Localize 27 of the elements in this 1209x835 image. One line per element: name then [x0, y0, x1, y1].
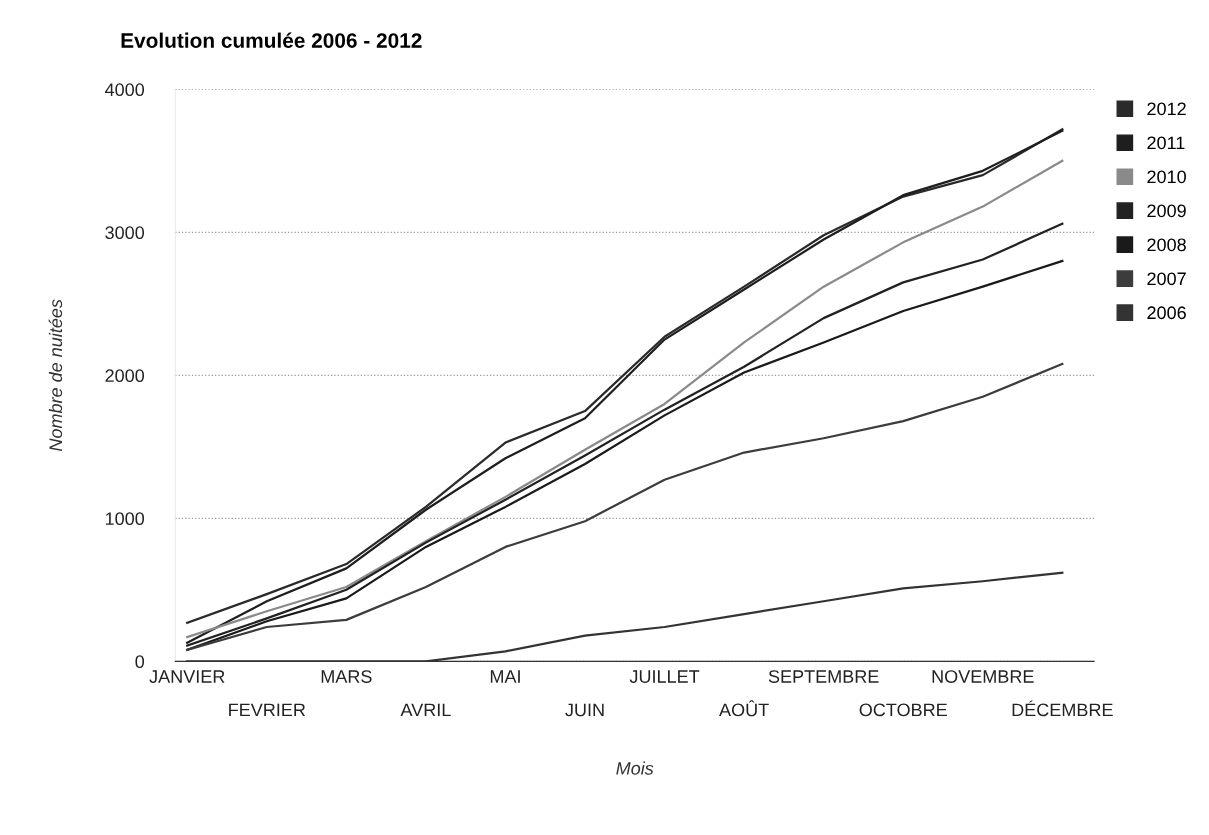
y-axis-title: Nombre de nuitées: [48, 299, 63, 452]
legend-label: 2012: [1147, 102, 1186, 116]
legend-label: 2009: [1147, 204, 1186, 218]
y-tick-label: 4000: [105, 83, 145, 97]
x-tick-label: SEPTEMBRE: [768, 670, 879, 683]
chart-title: Evolution cumulée 2006 - 2012: [121, 32, 422, 48]
legend-label: 2010: [1147, 170, 1186, 184]
x-tick-label: FEVRIER: [229, 703, 306, 717]
y-tick-label: 1000: [105, 512, 145, 526]
x-tick-label: AOÛT: [719, 700, 769, 717]
x-tick-label: NOVEMBRE: [932, 670, 1034, 683]
x-tick-label: AVRIL: [400, 703, 451, 717]
x-axis-title: Mois: [616, 761, 654, 775]
y-tick-label: 0: [135, 655, 145, 669]
y-tick-label: 2000: [105, 369, 145, 383]
x-tick-label: MARS: [321, 670, 372, 683]
legend-label: 2011: [1147, 136, 1185, 150]
y-tick-label: 3000: [105, 226, 145, 240]
legend-label: 2007: [1147, 272, 1186, 286]
x-tick-label: JUIN: [565, 703, 604, 717]
legend-label: 2006: [1147, 306, 1186, 320]
x-tick-label: MAI: [490, 670, 520, 683]
legend-label: 2008: [1147, 238, 1186, 252]
x-tick-label: DÉCEMBRE: [1012, 700, 1113, 717]
x-tick-label: OCTOBRE: [859, 703, 947, 717]
x-tick-label: JANVIER: [149, 670, 225, 683]
x-tick-label: JUILLET: [629, 670, 700, 683]
